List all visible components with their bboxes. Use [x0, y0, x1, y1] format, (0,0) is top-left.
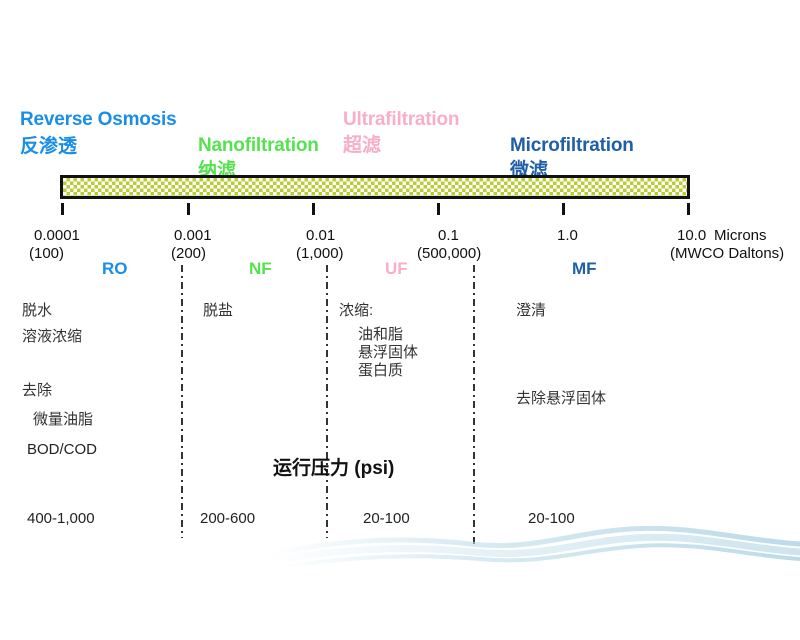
process-code-nf: NF	[249, 259, 272, 278]
application-uf-header: 浓缩:	[339, 302, 374, 319]
axis-tick-4	[562, 203, 565, 215]
pressure-value-ro: 400-1,000	[27, 510, 95, 527]
application-ro-removal-header: 去除	[22, 382, 53, 399]
axis-tick-label-5: 10.0	[677, 227, 707, 244]
axis-tick-label-0: 0.0001	[34, 227, 80, 244]
axis-unit-sublabel: (MWCO Daltons)	[670, 245, 785, 262]
application-uf-item2: 悬浮固体	[358, 344, 419, 361]
axis-tick-label-3: 0.1	[438, 227, 459, 244]
axis-tick-2	[312, 203, 315, 215]
axis-tick-5	[687, 203, 690, 215]
axis-tick-label-2: 0.01	[306, 227, 336, 244]
operating-pressure-title: 运行压力 (psi)	[273, 458, 395, 479]
process-title-ultrafiltration-en: Ultrafiltration	[343, 109, 460, 130]
axis-tick-0	[61, 203, 64, 215]
application-ro-removal-item1: 微量油脂	[33, 411, 94, 428]
decorative-wave-graphic	[270, 525, 800, 569]
process-code-ro: RO	[102, 259, 128, 278]
process-title-microfiltration-en: Microfiltration	[510, 135, 634, 156]
application-ro-removal-item2: BOD/COD	[27, 441, 98, 458]
axis-tick-label-4: 1.0	[557, 227, 578, 244]
axis-tick-sublabel-1: (200)	[171, 245, 207, 262]
process-code-uf: UF	[385, 259, 408, 278]
axis-tick-3	[437, 203, 440, 215]
application-uf-item1: 油和脂	[358, 326, 404, 343]
filtration-spectrum-bar	[60, 175, 690, 199]
application-uf-item3: 蛋白质	[358, 362, 404, 379]
process-title-reverse-osmosis-en: Reverse Osmosis	[20, 109, 177, 130]
pressure-value-nf: 200-600	[200, 510, 256, 527]
axis-tick-label-1: 0.001	[174, 227, 212, 244]
process-title-reverse-osmosis-cn: 反渗透	[20, 136, 78, 157]
column-divider-uf-mf	[473, 265, 475, 548]
pressure-value-mf: 20-100	[528, 510, 575, 527]
axis-tick-sublabel-3: (500,000)	[417, 245, 482, 262]
application-ro-line1: 脱水	[22, 302, 53, 319]
column-divider-ro-nf	[181, 265, 183, 538]
application-ro-line2: 溶液浓缩	[22, 328, 83, 345]
axis-tick-sublabel-2: (1,000)	[296, 245, 344, 262]
column-divider-nf-uf	[326, 265, 328, 538]
axis-tick-sublabel-0: (100)	[29, 245, 65, 262]
process-code-mf: MF	[572, 259, 597, 278]
axis-unit-label: Microns	[714, 227, 767, 244]
application-nf-line1: 脱盐	[203, 302, 234, 319]
axis-tick-1	[187, 203, 190, 215]
application-mf-line2: 去除悬浮固体	[516, 390, 607, 407]
process-title-nanofiltration-en: Nanofiltration	[198, 135, 319, 156]
process-title-ultrafiltration-cn: 超滤	[343, 135, 382, 156]
application-mf-line1: 澄清	[516, 302, 547, 319]
pressure-value-uf: 20-100	[363, 510, 410, 527]
